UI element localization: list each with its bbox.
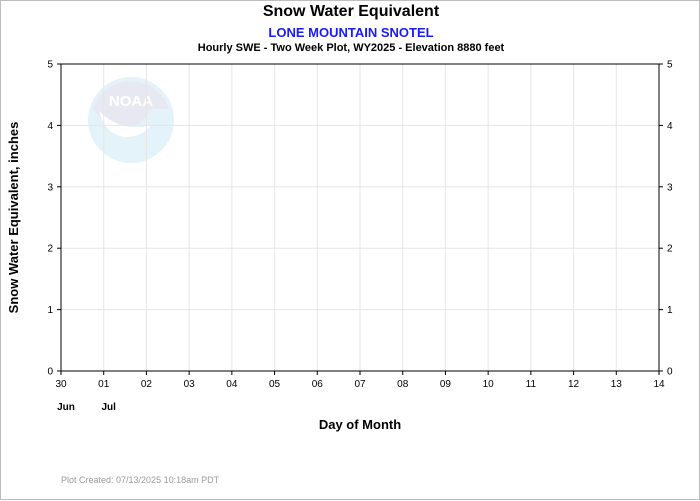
y-tick-label: 0 bbox=[47, 367, 53, 378]
station-name: LONE MOUNTAIN SNOTEL bbox=[268, 25, 434, 40]
y-tick-label-right: 0 bbox=[667, 367, 673, 378]
x-tick-label: 11 bbox=[526, 379, 537, 390]
x-tick-label: 09 bbox=[440, 379, 452, 390]
x-tick-label: 04 bbox=[226, 379, 238, 390]
x-month-label: Jun bbox=[57, 402, 75, 413]
x-tick-label: 14 bbox=[653, 379, 665, 390]
y-tick-label: 1 bbox=[47, 305, 53, 316]
x-tick-label: 10 bbox=[483, 379, 495, 390]
y-tick-label-right: 4 bbox=[667, 121, 673, 132]
x-tick-label: 30 bbox=[55, 379, 67, 390]
x-tick-label: 01 bbox=[98, 379, 110, 390]
x-tick-label: 02 bbox=[141, 379, 153, 390]
x-tick-label: 06 bbox=[312, 379, 324, 390]
y-tick-label: 5 bbox=[47, 60, 53, 71]
noaa-logo-icon: NOAA bbox=[88, 77, 174, 163]
plot-created-note: Plot Created: 07/13/2025 10:18am PDT bbox=[61, 475, 220, 485]
y-tick-label-right: 1 bbox=[667, 305, 673, 316]
x-tick-label: 13 bbox=[611, 379, 623, 390]
y-tick-label-right: 3 bbox=[667, 182, 673, 193]
x-tick-label: 07 bbox=[354, 379, 366, 390]
x-tick-label: 12 bbox=[568, 379, 580, 390]
y-tick-label: 3 bbox=[47, 182, 53, 193]
x-axis-label: Day of Month bbox=[319, 417, 401, 432]
y-tick-label: 2 bbox=[47, 244, 53, 255]
svg-text:NOAA: NOAA bbox=[109, 93, 153, 110]
y-axis-label: Snow Water Equivalent, inches bbox=[6, 122, 21, 314]
y-tick-label-right: 5 bbox=[667, 60, 673, 71]
x-tick-label: 05 bbox=[269, 379, 281, 390]
y-tick-label-right: 2 bbox=[667, 244, 673, 255]
plot-description: Hourly SWE - Two Week Plot, WY2025 - Ele… bbox=[197, 42, 505, 54]
chart-title: Snow Water Equivalent bbox=[262, 3, 440, 20]
x-tick-label: 03 bbox=[184, 379, 196, 390]
x-month-label: Jul bbox=[101, 402, 116, 413]
x-tick-label: 08 bbox=[397, 379, 409, 390]
y-tick-label: 4 bbox=[47, 121, 53, 132]
